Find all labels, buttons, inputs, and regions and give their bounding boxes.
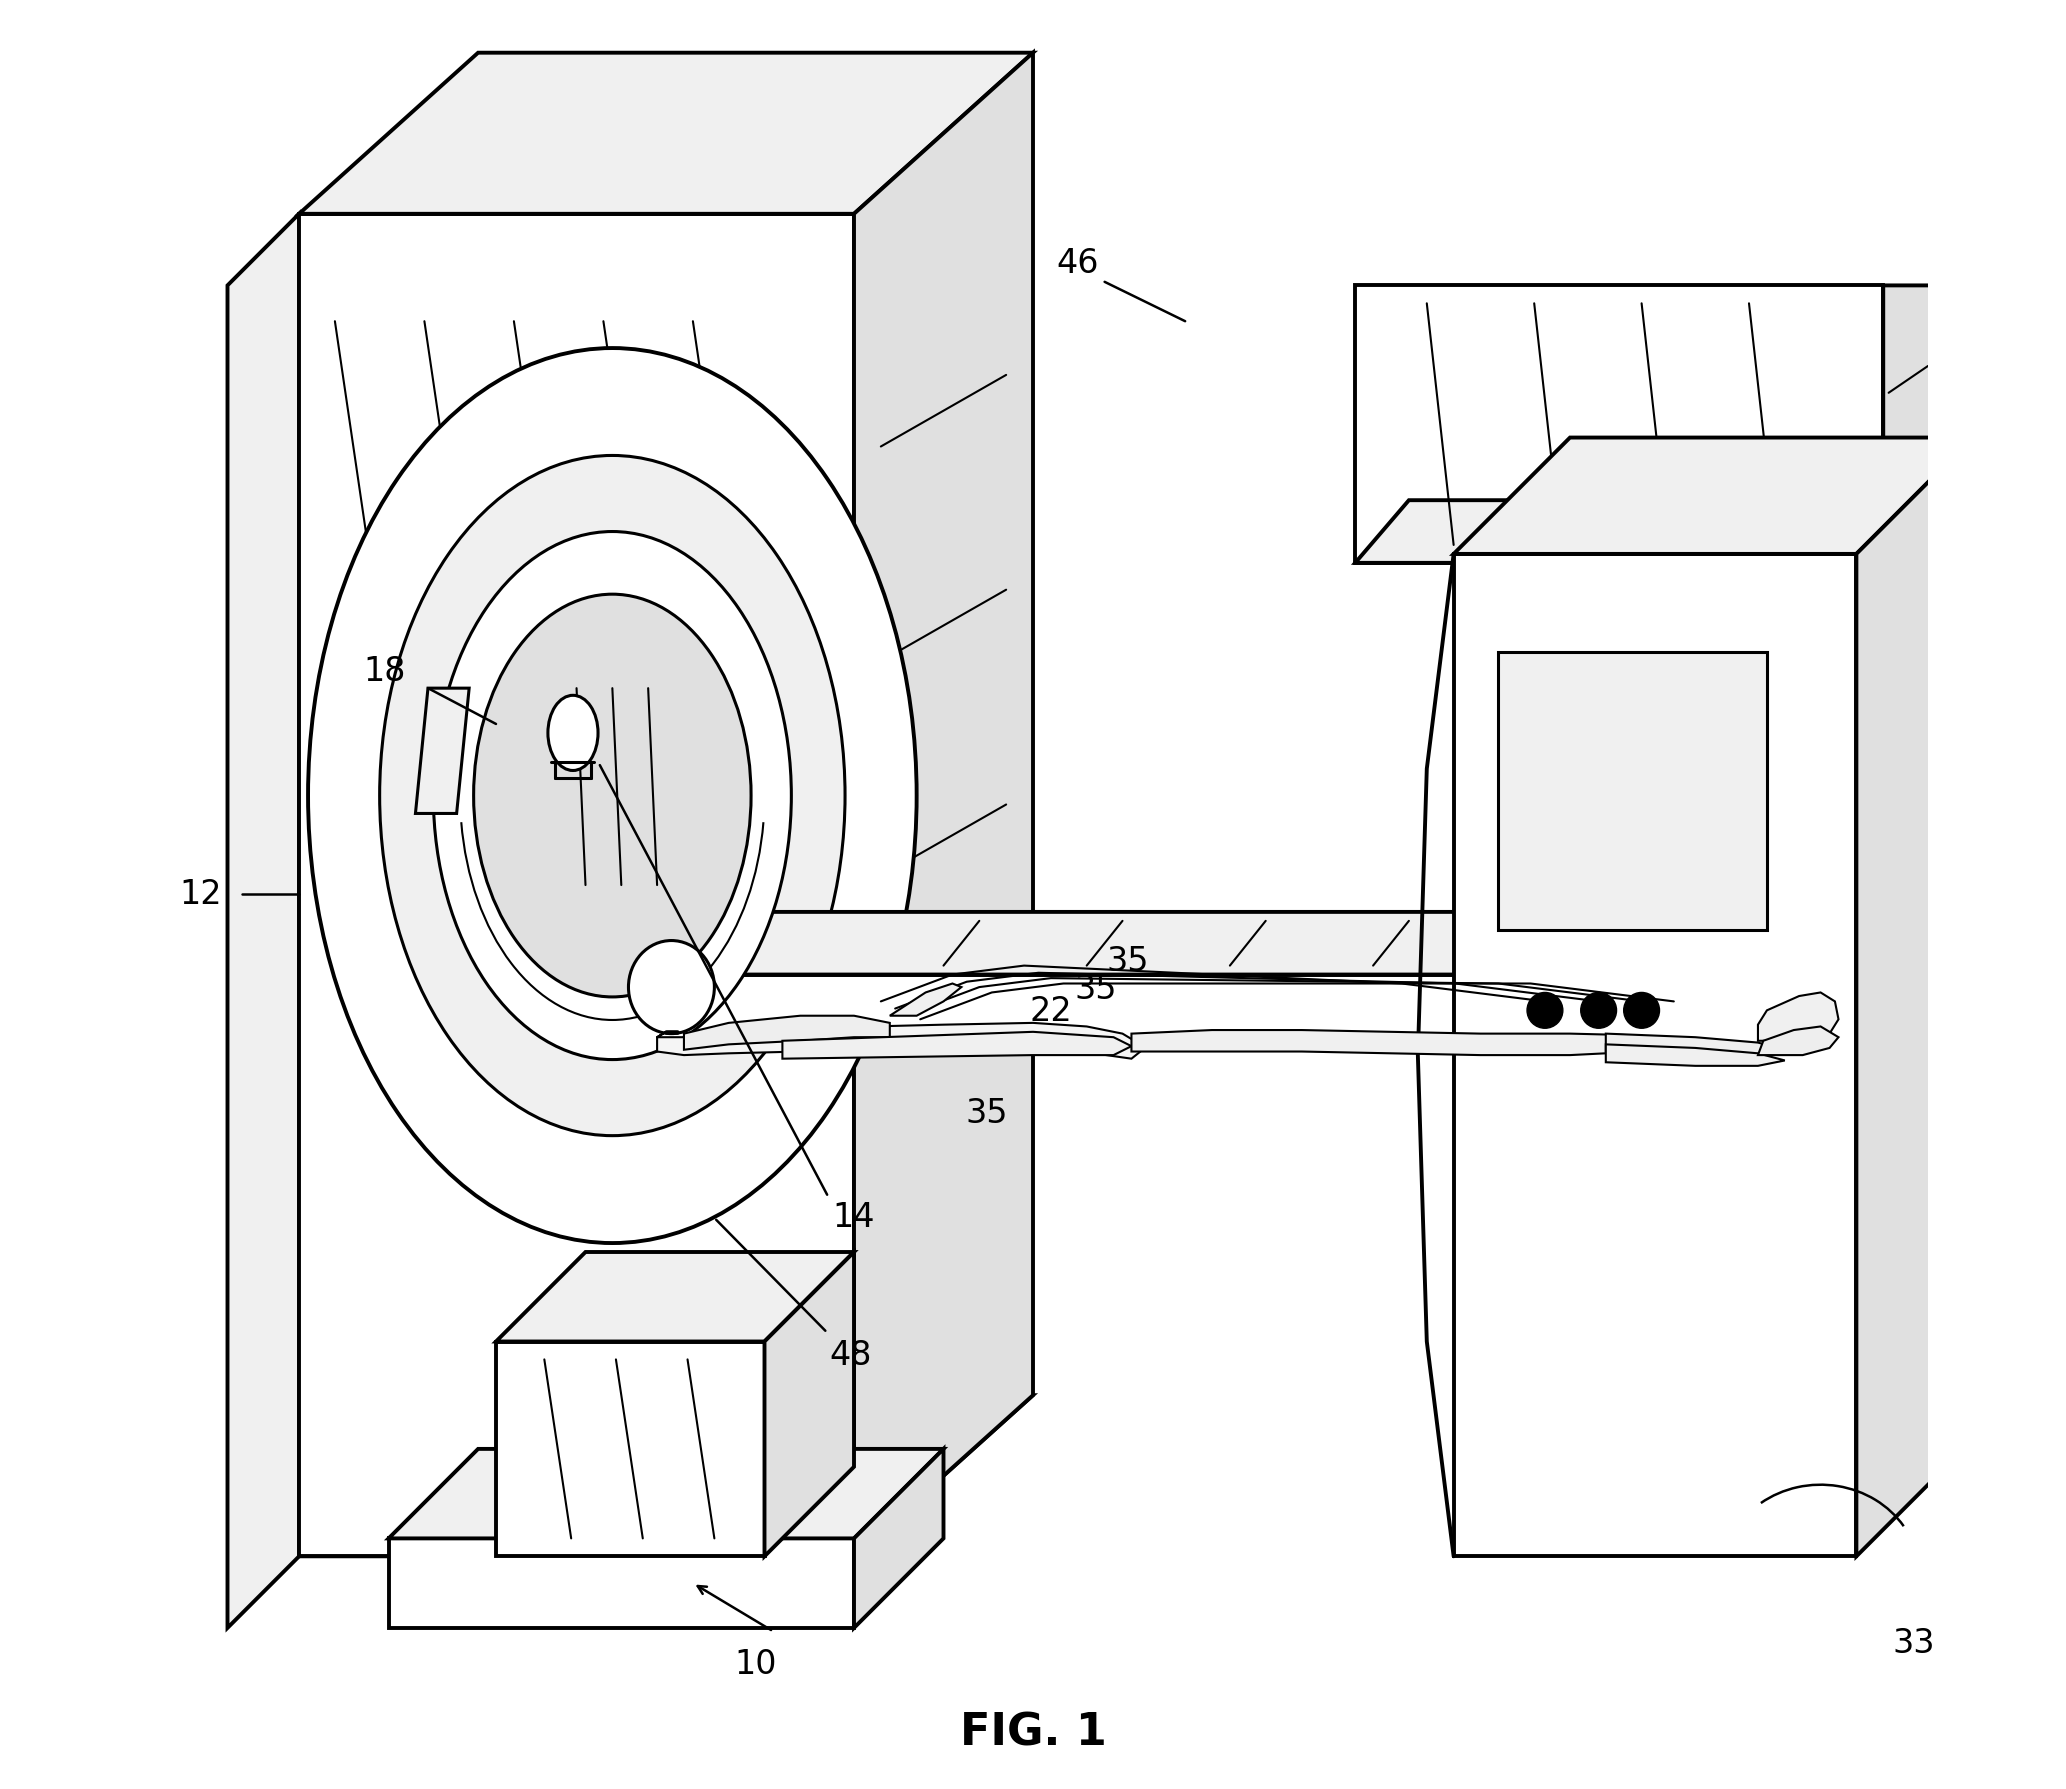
Polygon shape [657,1023,1140,1059]
Polygon shape [1481,564,1750,975]
Polygon shape [1132,1030,1642,1056]
Polygon shape [853,54,1033,1556]
Polygon shape [684,1016,890,1050]
Text: 35: 35 [1074,973,1118,1005]
Polygon shape [622,975,1866,1047]
Polygon shape [388,1539,853,1628]
Text: 18: 18 [364,655,407,687]
Polygon shape [496,1252,853,1342]
Circle shape [1580,993,1616,1029]
Polygon shape [1884,286,1938,564]
Polygon shape [1454,438,1973,555]
Text: 10: 10 [733,1648,777,1680]
Polygon shape [227,215,300,1628]
Polygon shape [300,215,853,1556]
Polygon shape [1481,912,1804,975]
Text: 46: 46 [1056,247,1099,279]
Polygon shape [300,54,1033,215]
Polygon shape [853,1449,944,1628]
Polygon shape [1758,993,1839,1041]
Circle shape [1527,993,1562,1029]
Text: 35: 35 [965,1097,1008,1129]
Text: 14: 14 [833,1200,876,1233]
Polygon shape [1758,1027,1839,1056]
Polygon shape [496,1342,764,1556]
Polygon shape [1355,286,1884,564]
Ellipse shape [473,594,752,998]
Ellipse shape [434,533,791,1059]
Ellipse shape [380,456,845,1136]
Polygon shape [783,1032,1132,1059]
Ellipse shape [547,696,597,771]
Polygon shape [622,912,1919,975]
Circle shape [1624,993,1659,1029]
Polygon shape [1355,501,1938,564]
Polygon shape [388,1449,944,1539]
Polygon shape [1498,653,1766,930]
Text: 22: 22 [1029,995,1072,1027]
Polygon shape [1857,438,1973,1556]
Polygon shape [300,1395,1033,1556]
Polygon shape [890,984,961,1016]
Polygon shape [1750,501,1804,975]
Polygon shape [1605,1034,1785,1059]
Polygon shape [764,1252,853,1556]
Polygon shape [1454,555,1857,1556]
Ellipse shape [628,941,715,1034]
Text: 33: 33 [1892,1626,1936,1658]
Text: 12: 12 [180,878,221,911]
Polygon shape [1605,1045,1785,1066]
Polygon shape [415,689,469,814]
Text: FIG. 1: FIG. 1 [959,1710,1107,1753]
Polygon shape [1866,912,1919,1047]
Text: 48: 48 [828,1338,872,1370]
Ellipse shape [308,349,917,1243]
Text: 35: 35 [1107,945,1149,977]
